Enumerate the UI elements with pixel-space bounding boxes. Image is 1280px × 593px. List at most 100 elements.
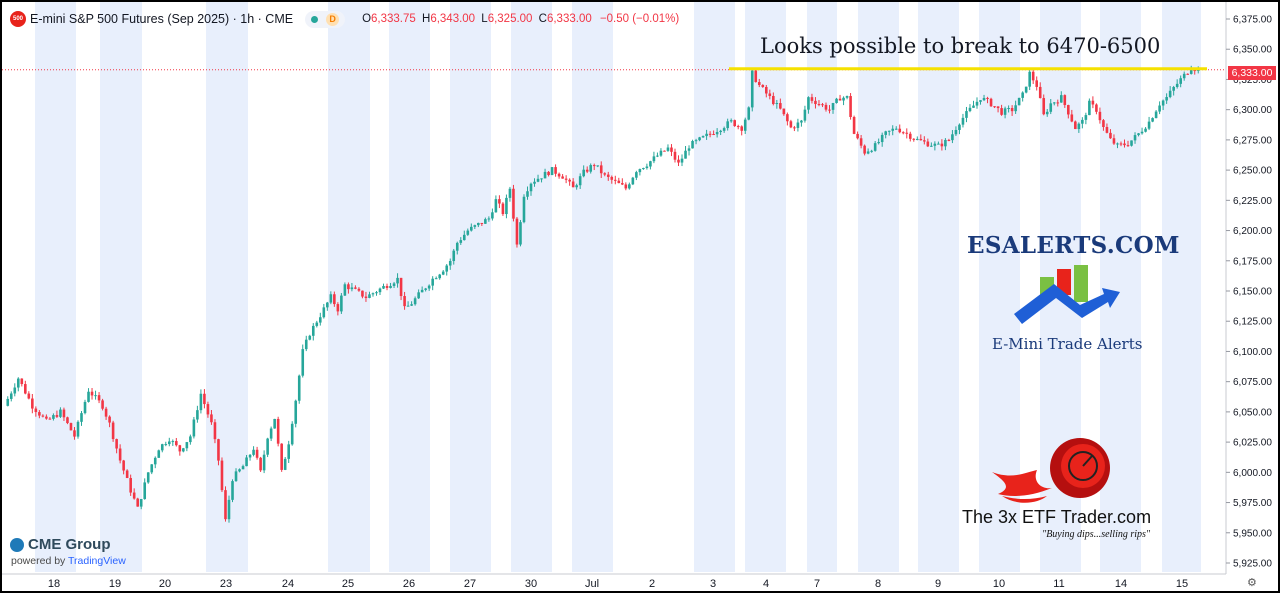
candle [526,186,529,200]
candle-body [1126,145,1130,147]
candle-body [673,151,677,160]
delayed-data-badge[interactable]: D [326,12,340,26]
candle [919,134,923,141]
flame [992,470,1052,496]
candle-body [585,169,589,172]
candle [466,228,470,236]
x-tick-label: 19 [109,578,121,590]
candle-body [880,134,884,143]
candle-body [340,295,343,312]
candle-body [329,294,333,303]
candle [901,131,905,135]
candle [1081,117,1084,129]
candle [238,468,241,473]
candle [884,130,887,139]
candle-body [171,441,175,443]
candle-body [234,471,238,482]
candle [1140,127,1144,135]
candle [48,417,52,420]
tradingview-link[interactable]: TradingView [68,555,126,567]
candle [434,276,438,280]
cme-group-logo[interactable]: CME Group [10,536,111,553]
candle-body [139,499,143,507]
market-status[interactable]: D [305,10,346,28]
candle-body [125,470,129,478]
candle-body [1168,90,1172,98]
chart-annotation[interactable]: Looks possible to break to 6470-6500 [760,34,1161,58]
candle-body [800,120,803,123]
candle [1007,105,1010,113]
candle-body [923,140,926,142]
candle [606,171,610,181]
candle-body [452,250,456,262]
candle-body [48,418,52,420]
candle-body [1000,108,1003,115]
candle-body [297,375,301,401]
candle-body [160,444,164,451]
candle-body [940,143,944,147]
candle-body [217,439,220,461]
candle [34,406,38,417]
logo-graphics [992,265,1120,503]
candle-body [1154,111,1158,119]
candle [582,165,585,178]
candle-body [364,296,368,298]
candle-body [1098,111,1102,121]
candle-body [213,422,217,440]
candle [382,283,385,290]
candle-body [52,415,55,419]
chart-title[interactable]: E-mini S&P 500 Futures (Sep 2025) · 1h ·… [30,12,294,26]
candle [789,119,793,129]
candle [403,291,406,310]
settings-icon[interactable]: ⚙ [1247,577,1257,589]
candle [856,131,859,140]
candle-body [768,93,772,96]
candle-body [561,176,564,179]
candle-body [441,271,445,275]
candle [227,495,231,523]
candle-body [466,230,470,235]
candle [189,434,192,445]
candle-body [311,325,315,336]
candle [259,456,262,473]
candle-body [333,294,336,305]
candle [557,172,561,179]
candle-body [575,185,578,188]
candle [27,391,31,400]
candles [6,65,1200,523]
candle [480,222,484,226]
candle [1186,73,1190,75]
session-band [206,2,248,572]
candle-body [203,393,206,405]
candle-body [1175,83,1179,88]
candle-body [1105,127,1109,133]
logo-bar [1074,265,1088,302]
candle-body [670,147,673,152]
candle-body [424,288,427,290]
powered-by[interactable]: powered by TradingView [11,555,126,567]
candle [863,144,866,156]
candle [94,390,97,400]
candle-body [438,274,442,279]
candle [1014,100,1017,114]
candle-body [31,398,34,409]
candle [143,478,147,500]
candle-body [926,141,930,147]
candle-body [870,150,873,152]
candle [996,106,1000,113]
candle [989,97,993,107]
x-tick-label: 25 [342,578,354,590]
candle-body [996,106,1000,109]
x-tick-label: 7 [814,578,820,590]
candle-body [413,298,417,305]
candle [673,148,677,163]
candle-body [856,133,859,139]
candle [206,401,210,418]
candle [656,152,659,158]
candle-body [83,401,87,414]
x-tick-label: 27 [464,578,476,590]
candle-body [859,138,863,146]
candle-body [1137,133,1140,136]
x-tick-label: 15 [1176,578,1188,590]
